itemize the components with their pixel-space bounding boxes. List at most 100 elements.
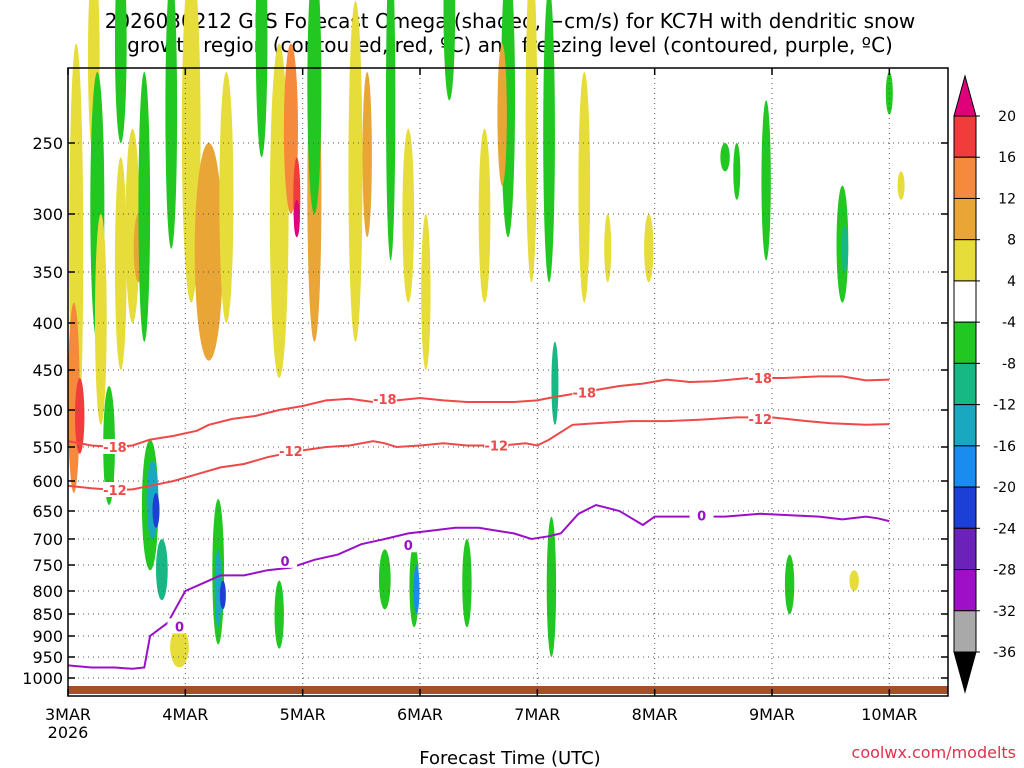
x-tick-label: 9MAR <box>749 705 795 724</box>
colorbar-swatch <box>953 569 977 612</box>
colorbar-swatch <box>953 239 977 282</box>
omega-cell <box>733 143 741 200</box>
colorbar-bottom-arrow <box>953 651 977 694</box>
colorbar-swatch <box>953 197 977 241</box>
x-tick-label: 7MAR <box>514 705 560 724</box>
colorbar-label: -20 <box>993 480 1016 496</box>
omega-cell <box>604 214 612 283</box>
omega-cell <box>293 199 300 238</box>
omega-cell <box>525 0 538 283</box>
omega-cell <box>761 100 771 261</box>
y-tick-label: 300 <box>32 205 63 224</box>
colorbar-swatch <box>953 610 977 653</box>
colorbar-swatch <box>953 115 977 158</box>
contour-label: -12 <box>279 445 303 460</box>
omega-cell <box>219 580 226 610</box>
x-tick-label: 3MAR <box>45 705 91 724</box>
colorbar-swatch <box>953 404 977 447</box>
contour-line--18 <box>67 375 890 449</box>
y-tick-label: 600 <box>32 472 63 491</box>
contour-label: 0 <box>175 620 184 635</box>
x-axis-label: Forecast Time (UTC) <box>419 748 600 768</box>
omega-cell <box>443 0 456 101</box>
omega-cell <box>546 516 557 657</box>
omega-cell <box>255 0 268 158</box>
contour-label: -18 <box>749 372 773 387</box>
omega-shading <box>68 0 905 668</box>
colorbar-label: 16 <box>998 150 1016 166</box>
omega-cell <box>551 341 559 425</box>
colorbar-swatch <box>953 527 977 571</box>
omega-cell <box>478 128 491 303</box>
omega-cell <box>421 214 431 370</box>
contour-label: -18 <box>373 393 397 408</box>
contour-label-bg <box>748 370 773 385</box>
omega-cell <box>219 72 234 323</box>
omega-cell <box>849 570 859 591</box>
y-tick-label: 350 <box>32 263 63 282</box>
colorbar-label: -32 <box>993 604 1016 620</box>
omega-cell <box>720 143 730 172</box>
omega-cell <box>114 157 127 370</box>
contour-line-0 <box>67 503 890 670</box>
contour-label: -12 <box>749 413 773 428</box>
x-tick-year-label: 2026 <box>48 723 89 742</box>
omega-cell <box>138 72 151 342</box>
y-tick-label: 750 <box>32 556 63 575</box>
omega-cell <box>413 565 420 614</box>
colorbar-label: -36 <box>993 645 1016 661</box>
y-tick-label: 950 <box>32 648 63 667</box>
colorbar-label: -28 <box>993 563 1016 579</box>
y-tick-label: 900 <box>32 627 63 646</box>
omega-cell <box>841 225 849 272</box>
ground-surface-band <box>68 686 948 694</box>
omega-cell <box>497 43 507 186</box>
contour-label: -12 <box>103 484 127 499</box>
omega-cell <box>897 171 905 200</box>
contour-label: -18 <box>103 441 127 456</box>
x-tick-label: 6MAR <box>397 705 443 724</box>
colorbar-swatch <box>953 486 977 529</box>
omega-cell <box>75 378 85 454</box>
omega-cell <box>385 0 396 261</box>
omega-cell <box>378 549 391 610</box>
colorbar-label: 20 <box>998 109 1016 125</box>
colorbar-label: -12 <box>993 398 1016 414</box>
colorbar-label: -4 <box>1002 315 1016 331</box>
contour-line--12 <box>67 416 890 492</box>
colorbar-swatch <box>953 280 977 323</box>
x-tick-label: 10MAR <box>861 705 917 724</box>
y-tick-label: 550 <box>32 438 63 457</box>
colorbar-swatch <box>953 321 977 364</box>
y-tick-label: 700 <box>32 530 63 549</box>
contour-label-bg <box>372 390 397 406</box>
y-tick-label: 650 <box>32 502 63 521</box>
colorbar-label: -16 <box>993 439 1016 455</box>
contour-label: 0 <box>404 539 413 554</box>
contour-label-bg <box>396 537 421 553</box>
colorbar: 20 16 12 8 4 -4 -8 -12 -16 -20 -24 -28 -32 -36 <box>953 74 1016 694</box>
contour-label: 0 <box>281 555 290 570</box>
contour-label-bg <box>572 384 597 400</box>
omega-cell <box>165 0 178 249</box>
contour-label-bg <box>102 482 127 497</box>
contour-label-bg <box>689 507 714 523</box>
contour-label-bg <box>748 410 773 426</box>
omega-cell <box>114 0 127 143</box>
credit-link[interactable]: coolwx.com/modelts <box>852 743 1016 762</box>
omega-cell <box>307 0 322 214</box>
omega-cell <box>462 539 472 628</box>
omega-cell <box>784 554 795 614</box>
omega-cell <box>170 627 189 668</box>
colorbar-swatch <box>953 156 977 199</box>
contour-label: 0 <box>697 509 706 524</box>
contour-label-bg <box>273 552 298 568</box>
y-tick-label: 850 <box>32 605 63 624</box>
y-tick-label: 450 <box>32 361 63 380</box>
contour-label-bg <box>484 437 509 453</box>
colorbar-label: 8 <box>1007 233 1016 249</box>
omega-cell <box>348 1 363 342</box>
omega-cell <box>362 72 372 238</box>
contour-label-bg <box>102 439 127 454</box>
